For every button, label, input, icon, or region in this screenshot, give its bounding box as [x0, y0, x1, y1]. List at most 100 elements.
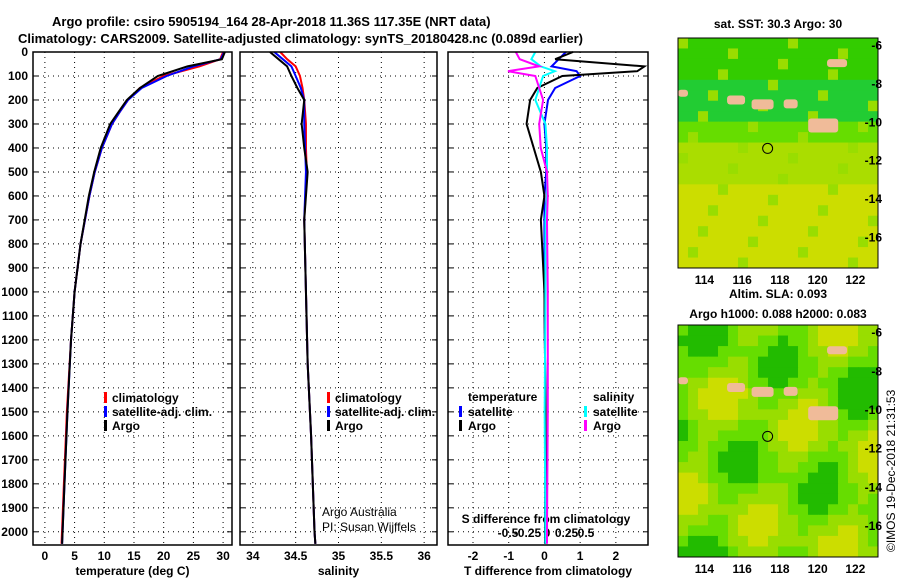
map-cell — [748, 121, 759, 133]
map-cell — [798, 100, 809, 112]
map-cell — [738, 236, 749, 248]
map-cell — [678, 546, 689, 558]
map-cell — [788, 346, 799, 358]
map-cell — [758, 325, 769, 337]
map-cell — [798, 493, 809, 505]
map-cell — [848, 325, 859, 337]
land-patch — [827, 59, 848, 68]
map-cell — [748, 472, 759, 484]
land-patch — [727, 95, 746, 105]
map-cell — [728, 367, 739, 379]
map-lon-tick-label: 116 — [732, 562, 752, 576]
map-cell — [788, 377, 799, 389]
map-cell — [718, 451, 729, 463]
map-cell — [818, 419, 829, 431]
map-cell — [798, 504, 809, 516]
map-cell — [738, 48, 749, 60]
map-cell — [738, 184, 749, 196]
map-cell — [808, 504, 819, 516]
map-cell — [868, 215, 879, 227]
map-cell — [858, 398, 869, 410]
map-lat-tick-label: -10 — [865, 403, 883, 417]
map-cell — [838, 173, 849, 185]
map-cell — [738, 69, 749, 81]
map-cell — [708, 335, 719, 347]
map-cell — [818, 58, 829, 70]
x2-tick-label: -0.25 — [514, 526, 542, 540]
map-cell — [738, 398, 749, 410]
map-cell — [688, 462, 699, 474]
map-cell — [688, 367, 699, 379]
map-cell — [788, 430, 799, 442]
map-cell — [678, 493, 689, 505]
map-cell — [788, 335, 799, 347]
map-cell — [738, 194, 749, 206]
map-cell — [838, 462, 849, 474]
map-cell — [798, 367, 809, 379]
map-cell — [728, 325, 739, 337]
map-cell — [828, 325, 839, 337]
map-cell — [768, 257, 779, 269]
map-cell — [868, 430, 879, 442]
map-cell — [858, 38, 869, 49]
map-cell — [678, 121, 689, 133]
map-cell — [858, 441, 869, 453]
map-cell — [688, 325, 699, 337]
map-cell — [858, 132, 869, 144]
map-cell — [808, 205, 819, 217]
map-cell — [698, 367, 709, 379]
map-cell — [788, 409, 799, 421]
map-cell — [828, 388, 839, 400]
map-cell — [728, 132, 739, 144]
map-cell — [718, 441, 729, 453]
map-cell — [708, 132, 719, 144]
map-cell — [758, 247, 769, 259]
map-cell — [728, 121, 739, 133]
map-cell — [838, 194, 849, 206]
map-cell — [688, 58, 699, 70]
map-cell — [698, 215, 709, 227]
map-cell — [828, 377, 839, 389]
map-cell — [798, 472, 809, 484]
map-cell — [788, 419, 799, 431]
map-cell — [708, 215, 719, 227]
map-cell — [728, 257, 739, 269]
map-cell — [818, 205, 829, 217]
map-cell — [778, 236, 789, 248]
map-cell — [708, 142, 719, 154]
map-cell — [768, 90, 779, 102]
map-cell — [848, 451, 859, 463]
map-cell — [728, 163, 739, 175]
map-cell — [858, 153, 869, 164]
map-cell — [748, 546, 759, 558]
map-cell — [688, 483, 699, 495]
map-cell — [868, 173, 879, 185]
map-cell — [688, 121, 699, 133]
legend-swatch — [459, 406, 462, 417]
map-cell — [788, 514, 799, 526]
map-cell — [828, 48, 839, 60]
map-cell — [768, 514, 779, 526]
map-cell — [818, 48, 829, 60]
map-cell — [728, 462, 739, 474]
map-cell — [858, 58, 869, 70]
legend-title-salinity: salinity — [593, 390, 635, 404]
map-lon-tick-label: 118 — [770, 562, 790, 576]
map-cell — [798, 163, 809, 175]
map-cell — [708, 430, 719, 442]
series-line-Argo — [269, 51, 317, 544]
map-cell — [858, 257, 869, 269]
map-cell — [698, 257, 709, 269]
legend-label: Argo — [468, 419, 496, 433]
map-cell — [818, 111, 829, 123]
map-cell — [728, 142, 739, 154]
map-cell — [738, 163, 749, 175]
map-cell — [758, 546, 769, 558]
map-cell — [788, 184, 799, 196]
map-cell — [838, 257, 849, 269]
map-cell — [698, 535, 709, 547]
map-cell — [758, 419, 769, 431]
map-cell — [758, 525, 769, 537]
map-cell — [858, 215, 869, 227]
